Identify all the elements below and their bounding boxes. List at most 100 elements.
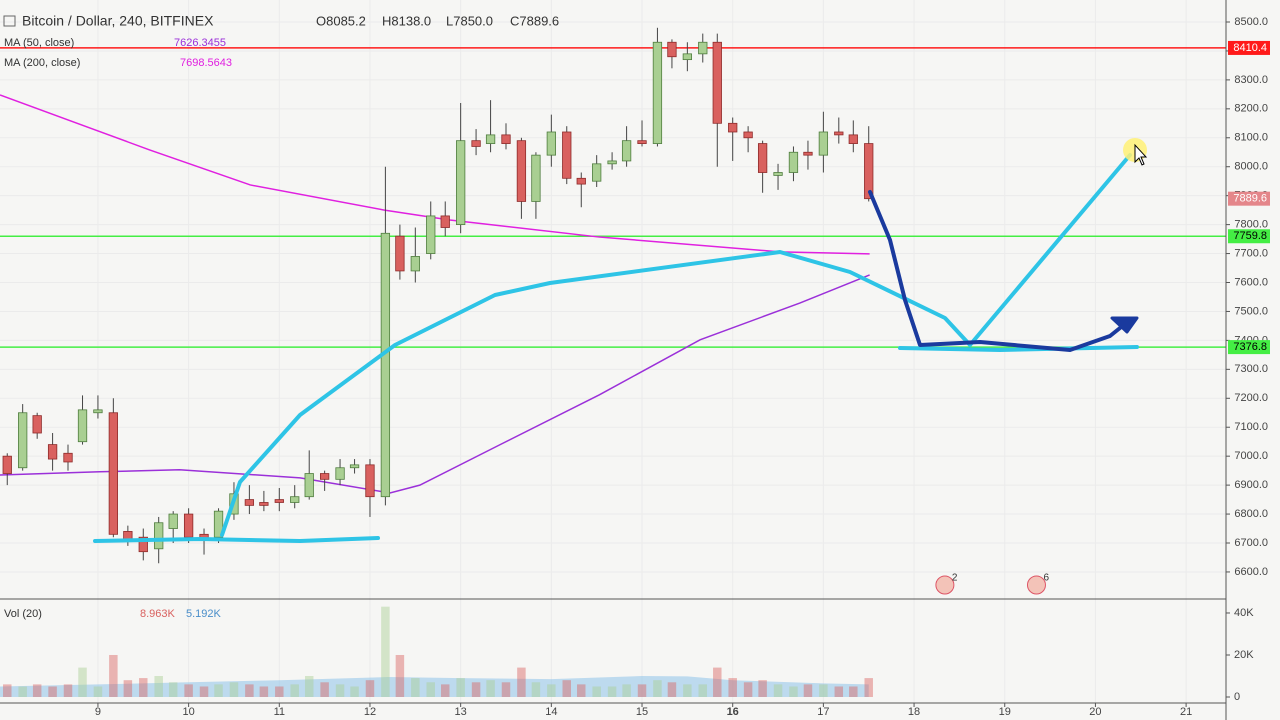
- last-price-box: [1228, 191, 1270, 206]
- candle-body: [456, 140, 466, 226]
- candle-body: [471, 140, 481, 147]
- volume-bar: [713, 667, 722, 697]
- volume-bar: [456, 678, 465, 697]
- volume-bar: [395, 654, 405, 697]
- volume-bar: [577, 684, 586, 697]
- volume-bar: [758, 680, 767, 697]
- candle-body: [63, 452, 73, 463]
- volume-bar: [335, 684, 345, 697]
- y-tick-label: 7100.0: [1234, 421, 1268, 433]
- ma-value: 7626.3455: [174, 37, 226, 49]
- y-tick-label: 6600.0: [1234, 566, 1268, 578]
- candle-body: [485, 134, 496, 144]
- price-label: 8410.4: [1233, 42, 1267, 54]
- y-tick-label: 6800.0: [1234, 508, 1268, 520]
- price-label-box: [1228, 229, 1270, 244]
- volume-bar: [3, 684, 12, 697]
- volume-bar: [849, 686, 858, 697]
- candle-body: [259, 502, 269, 506]
- legend: Bitcoin / Dollar, 240, BITFINEX O8085.2 …: [3, 13, 559, 620]
- y-tick-label: 8500.0: [1234, 16, 1268, 28]
- volume-bar: [547, 684, 556, 697]
- x-tick-label: 20: [1089, 706, 1101, 718]
- volume-value: 5.192K: [186, 608, 222, 620]
- volume-bar: [637, 684, 647, 697]
- volume-bar: [245, 684, 254, 697]
- price-label-box: [1228, 40, 1270, 55]
- price-label-box: [1228, 340, 1270, 355]
- ohlc-label: C7889.6: [510, 13, 559, 28]
- drawing: [898, 345, 1139, 352]
- volume-bar: [773, 684, 783, 697]
- volume-bar: [123, 680, 133, 697]
- volume-bar: [531, 682, 541, 697]
- candle-body: [18, 412, 28, 469]
- candle-body: [168, 513, 178, 529]
- candle-body: [154, 522, 164, 550]
- volume-bar: [562, 680, 571, 697]
- menu-icon: [3, 15, 16, 27]
- candle-body: [319, 473, 330, 480]
- ma-line: [0, 94, 870, 255]
- ma-value: 7698.5643: [180, 57, 232, 69]
- x-tick-label: 21: [1180, 706, 1192, 718]
- candle-body: [743, 131, 753, 139]
- volume-bar: [698, 684, 708, 697]
- candle-body: [365, 464, 375, 498]
- candle-body: [93, 409, 103, 414]
- y-tick-label: 0: [1234, 691, 1240, 703]
- candle-body: [349, 464, 360, 469]
- ma-name: MA (200, close): [4, 57, 80, 69]
- candle-body: [32, 415, 42, 434]
- y-tick-label: 6700.0: [1234, 537, 1268, 549]
- candle-body: [501, 134, 511, 144]
- candle-body: [773, 172, 783, 176]
- y-tick-label: 6900.0: [1234, 479, 1268, 491]
- candle-body: [183, 513, 194, 538]
- candle-body: [440, 215, 450, 228]
- candle-body: [652, 41, 663, 144]
- volume-bar: [259, 686, 269, 697]
- event-count: 2: [952, 573, 958, 584]
- volume-bar: [728, 678, 737, 697]
- y-tick-label: 40K: [1234, 607, 1254, 619]
- y-tick-label: 7200.0: [1234, 392, 1268, 404]
- volume-bar: [653, 680, 662, 697]
- y-tick-label: 8100.0: [1234, 132, 1268, 144]
- volume-bar: [789, 686, 798, 697]
- volume-bar: [184, 684, 193, 697]
- candle-body: [531, 154, 541, 202]
- volume-bar: [592, 686, 601, 697]
- volume-bar: [667, 682, 677, 697]
- candle-body: [621, 140, 632, 162]
- y-tick-label: 8300.0: [1234, 74, 1268, 86]
- candle-body: [757, 143, 768, 173]
- drawing: [868, 190, 1132, 352]
- volume-bar: [78, 667, 87, 697]
- x-tick-label: 13: [455, 706, 467, 718]
- ma-line: [0, 274, 870, 494]
- candle-body: [848, 134, 858, 144]
- price-label: 7376.8: [1233, 341, 1267, 353]
- x-tick-label: 19: [999, 706, 1011, 718]
- volume-bar: [63, 684, 73, 697]
- volume-bar: [803, 684, 813, 697]
- candle-body: [788, 151, 799, 173]
- candle-body: [77, 409, 88, 443]
- ohlc-label: L7850.0: [446, 13, 493, 28]
- candle-body: [213, 510, 224, 538]
- candle-body: [108, 412, 118, 535]
- candle-body: [426, 215, 436, 254]
- event-count: 6: [1043, 573, 1049, 584]
- candle-body: [607, 160, 617, 165]
- x-tick-label: 17: [817, 706, 829, 718]
- y-tick-label: 7700.0: [1234, 247, 1268, 259]
- y-tick-label: 7300.0: [1234, 363, 1268, 375]
- volume-bar: [381, 606, 390, 697]
- volume-bar: [48, 686, 57, 697]
- price-label: 7759.8: [1233, 230, 1267, 242]
- drawing: [220, 153, 1132, 537]
- volume-bar: [834, 686, 844, 697]
